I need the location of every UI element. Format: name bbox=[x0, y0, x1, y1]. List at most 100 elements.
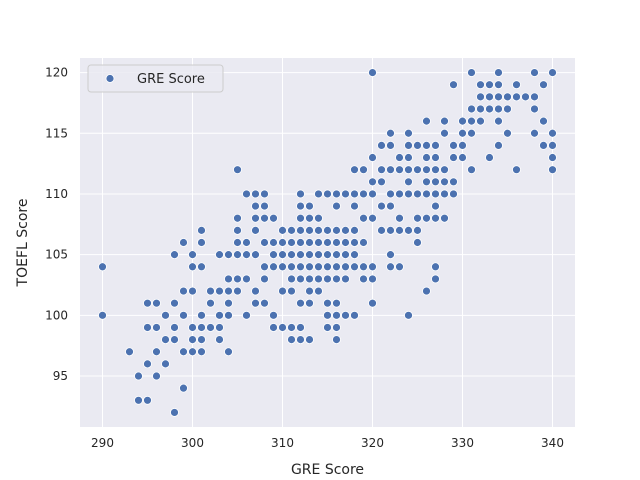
data-point bbox=[287, 286, 296, 296]
data-point bbox=[278, 250, 287, 260]
data-point bbox=[323, 238, 332, 247]
data-point bbox=[467, 165, 476, 175]
data-point bbox=[296, 238, 305, 247]
data-point bbox=[224, 347, 233, 357]
data-point bbox=[449, 80, 458, 90]
data-point bbox=[152, 298, 161, 308]
data-point bbox=[314, 250, 323, 260]
data-point bbox=[530, 104, 539, 114]
x-axis-ticks: 290 300 310 320 330 340 bbox=[91, 436, 564, 450]
data-point bbox=[305, 286, 314, 296]
data-point bbox=[197, 335, 206, 345]
data-point bbox=[368, 189, 377, 199]
data-point bbox=[359, 274, 368, 284]
data-point bbox=[323, 250, 332, 260]
data-point bbox=[170, 408, 179, 417]
data-point bbox=[404, 140, 413, 150]
data-point bbox=[305, 298, 314, 308]
data-point bbox=[251, 286, 260, 296]
data-point bbox=[431, 165, 440, 175]
data-point bbox=[269, 250, 278, 260]
data-point bbox=[242, 310, 251, 320]
x-tick-label: 330 bbox=[451, 436, 474, 450]
data-point bbox=[395, 153, 404, 162]
data-point bbox=[350, 250, 359, 260]
data-point bbox=[368, 153, 377, 162]
data-point bbox=[395, 189, 404, 199]
data-point bbox=[296, 225, 305, 235]
data-point bbox=[287, 323, 296, 332]
data-point bbox=[242, 238, 251, 247]
data-point bbox=[134, 395, 143, 405]
data-point bbox=[305, 262, 314, 272]
data-point bbox=[296, 274, 305, 284]
data-point bbox=[269, 323, 278, 332]
data-point bbox=[467, 116, 476, 126]
data-point bbox=[179, 383, 188, 393]
data-point bbox=[161, 310, 170, 320]
data-point bbox=[260, 262, 269, 272]
data-point bbox=[386, 128, 395, 138]
data-point bbox=[305, 335, 314, 345]
data-point bbox=[188, 250, 197, 260]
data-point bbox=[368, 262, 377, 272]
data-point bbox=[170, 335, 179, 345]
data-point bbox=[359, 238, 368, 247]
data-point bbox=[323, 310, 332, 320]
y-tick-label: 95 bbox=[53, 369, 68, 383]
data-point bbox=[215, 250, 224, 260]
data-point bbox=[197, 262, 206, 272]
data-point bbox=[404, 165, 413, 175]
data-point bbox=[197, 238, 206, 247]
data-point bbox=[323, 323, 332, 332]
data-point bbox=[386, 140, 395, 150]
data-point bbox=[341, 310, 350, 320]
data-point bbox=[404, 128, 413, 138]
data-point bbox=[395, 165, 404, 175]
data-point bbox=[332, 201, 341, 211]
x-tick-label: 290 bbox=[91, 436, 114, 450]
data-point bbox=[530, 92, 539, 102]
data-point bbox=[332, 250, 341, 260]
data-point bbox=[242, 274, 251, 284]
data-point bbox=[251, 298, 260, 308]
data-point bbox=[305, 274, 314, 284]
data-point bbox=[359, 189, 368, 199]
data-point bbox=[404, 225, 413, 235]
data-point bbox=[494, 92, 503, 102]
data-point bbox=[359, 213, 368, 223]
data-point bbox=[539, 80, 548, 90]
data-point bbox=[341, 238, 350, 247]
data-point bbox=[449, 189, 458, 199]
data-point bbox=[332, 238, 341, 247]
data-point bbox=[422, 165, 431, 175]
data-point bbox=[332, 310, 341, 320]
data-point bbox=[152, 371, 161, 381]
data-point bbox=[197, 310, 206, 320]
data-point bbox=[197, 347, 206, 357]
data-point bbox=[539, 116, 548, 126]
data-point bbox=[278, 238, 287, 247]
data-point bbox=[143, 298, 152, 308]
data-point bbox=[143, 395, 152, 405]
data-point bbox=[350, 225, 359, 235]
data-point bbox=[332, 323, 341, 332]
data-point bbox=[224, 310, 233, 320]
data-point bbox=[368, 274, 377, 284]
data-point bbox=[323, 189, 332, 199]
data-point bbox=[134, 371, 143, 381]
data-point bbox=[233, 286, 242, 296]
data-point bbox=[413, 238, 422, 247]
data-point bbox=[350, 165, 359, 175]
data-point bbox=[386, 262, 395, 272]
data-point bbox=[188, 262, 197, 272]
data-point bbox=[170, 298, 179, 308]
data-point bbox=[197, 323, 206, 332]
data-point bbox=[332, 262, 341, 272]
data-point bbox=[395, 225, 404, 235]
data-point bbox=[458, 116, 467, 126]
data-point bbox=[224, 286, 233, 296]
data-point bbox=[458, 128, 467, 138]
data-point bbox=[485, 104, 494, 114]
